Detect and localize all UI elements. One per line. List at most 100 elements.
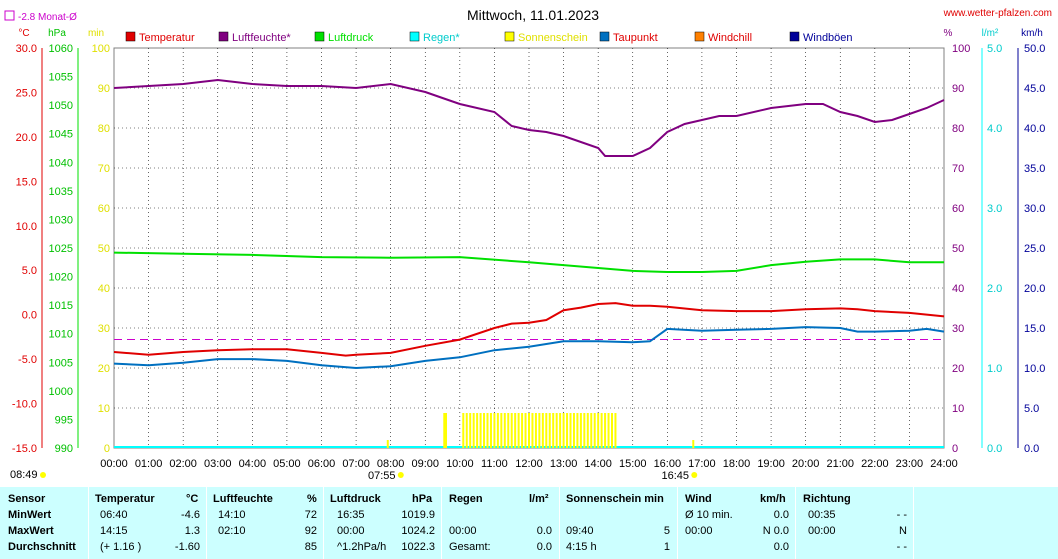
time-tick: 09:00 <box>411 458 439 470</box>
time-tick: 22:00 <box>861 458 889 470</box>
sun-bar <box>479 413 482 448</box>
pressure-tick: 1020 <box>49 272 73 284</box>
time-tick: 23:00 <box>896 458 924 470</box>
table-cell-s_time: 4:15 h <box>566 541 597 553</box>
wind-tick: 25.0 <box>1024 243 1045 255</box>
legend-label-5: Taupunkt <box>613 32 658 44</box>
time-tick: 04:00 <box>239 458 267 470</box>
hum-tick: 90 <box>952 83 964 95</box>
table-cell-p_time: 16:35 <box>337 509 365 521</box>
sun-bar <box>445 413 447 448</box>
sunset-time: 16:45 <box>662 470 690 482</box>
left-axes: 30.0 25.0 20.0 15.0 10.0 5.0 0.0 -5.0 -10.0 -15.0… <box>12 43 110 455</box>
sun-bar <box>545 413 548 448</box>
legend-swatch-2 <box>314 31 325 42</box>
hdr-temp: Temperatur <box>95 493 155 505</box>
sun-bar <box>486 413 489 448</box>
wind-tick: 15.0 <box>1024 323 1045 335</box>
table-cell-p_val: 1024.2 <box>401 525 435 537</box>
sun-bar <box>569 413 572 448</box>
hdr-hum: Luftfeuchte <box>213 493 273 505</box>
pressure-tick: 1000 <box>49 386 73 398</box>
sun-bar <box>583 413 586 448</box>
table-cell-t_val: 1.3 <box>184 525 200 537</box>
time-tick: 00:00 <box>100 458 128 470</box>
pressure-tick: 1060 <box>49 43 73 55</box>
hdr-rain-unit: l/m² <box>529 493 549 505</box>
time-tick: 11:00 <box>481 458 508 470</box>
markers: 07:55 16:45 08:49 <box>10 440 698 482</box>
wind-tick: 10.0 <box>1024 363 1045 375</box>
table-cell-p_val: 1019.9 <box>401 509 435 521</box>
sun-bar <box>493 413 496 448</box>
time-tick: 02:00 <box>169 458 197 470</box>
table-cell-h_val: 85 <box>304 541 317 553</box>
hum-tick: 0 <box>952 443 958 455</box>
moon-time: 08:49 <box>10 469 38 481</box>
sun-bar <box>604 413 607 448</box>
wind-tick: 50.0 <box>1024 43 1045 55</box>
table-cell-r_time: Gesamt: <box>449 541 491 553</box>
sun-bar <box>510 413 513 448</box>
sun-bar <box>548 413 551 448</box>
pressure-tick: 1035 <box>49 186 73 198</box>
pressure-tick: 1005 <box>49 357 73 369</box>
table-cell-w_val: 0.0 <box>773 541 789 553</box>
table-cell-t_val: -4.6 <box>181 509 200 521</box>
pressure-tick: 1030 <box>49 214 73 226</box>
time-tick: 21:00 <box>826 458 854 470</box>
sun-tick: 50 <box>98 243 110 255</box>
table-cell-d_val: - - <box>896 509 907 521</box>
legend-label-7: Windböen <box>803 32 853 44</box>
legend-swatch-7 <box>789 31 800 42</box>
hum-tick: 40 <box>952 283 964 295</box>
legend: Temperatur Luftfeuchte* Luftdruck Regen* Son… <box>125 31 853 44</box>
sun-bar <box>472 413 475 448</box>
table-cell-d_val: N <box>899 525 907 537</box>
table-cell-t_time: 06:40 <box>100 509 128 521</box>
time-axis: 00:00 01:00 02:00 03:00 04:00 05:00 06:00 07:00… <box>100 458 958 470</box>
table-cell-p_val: 1022.3 <box>401 541 435 553</box>
time-tick: 15:00 <box>619 458 647 470</box>
sun-bar <box>566 413 569 448</box>
wind-tick: 40.0 <box>1024 123 1045 135</box>
table-cell-r_time: 00:00 <box>449 525 477 537</box>
site-link[interactable]: www.wetter-pfalzen.com <box>943 8 1052 19</box>
table-cell-w_val: N 0.0 <box>762 525 789 537</box>
legend-label-3: Regen* <box>423 32 460 44</box>
legend-swatch-0 <box>125 31 136 42</box>
sun-tick: 60 <box>98 203 110 215</box>
sun-bar <box>534 413 537 448</box>
series-group <box>113 78 945 448</box>
pressure-tick: 990 <box>55 443 73 455</box>
rain-unit: l/m² <box>982 28 999 39</box>
series-line-0 <box>113 302 945 357</box>
time-tick: 07:00 <box>342 458 370 470</box>
pressure-tick: 1050 <box>49 100 73 112</box>
legend-swatch-4 <box>504 31 515 42</box>
temp-tick: 10.0 <box>16 221 37 233</box>
time-tick: 05:00 <box>273 458 301 470</box>
avg-marker-icon <box>4 10 15 21</box>
sun-tick: 0 <box>104 443 110 455</box>
sun-tick: 20 <box>98 363 110 375</box>
legend-swatch-6 <box>694 31 705 42</box>
temp-tick: -15.0 <box>12 443 37 455</box>
hdr-direction: Richtung <box>803 493 851 505</box>
table-cell-d_time: 00:35 <box>808 509 836 521</box>
table-cell-label: MaxWert <box>8 525 54 537</box>
table-cell-s_time: 09:40 <box>566 525 594 537</box>
legend-label-1: Luftfeuchte* <box>232 32 291 44</box>
sun-bar <box>524 413 527 448</box>
table-cell-t_val: -1.60 <box>174 541 200 553</box>
table-cell-p_time: 00:00 <box>337 525 365 537</box>
hum-tick: 10 <box>952 403 964 415</box>
legend-label-2: Luftdruck <box>328 32 374 44</box>
time-tick: 06:00 <box>308 458 336 470</box>
pressure-tick: 995 <box>55 414 73 426</box>
sun-tick: 10 <box>98 403 110 415</box>
time-tick: 13:00 <box>550 458 578 470</box>
table-cell-s_val: 1 <box>663 541 670 553</box>
temp-tick: -5.0 <box>18 354 37 366</box>
legend-label-6: Windchill <box>708 32 752 44</box>
